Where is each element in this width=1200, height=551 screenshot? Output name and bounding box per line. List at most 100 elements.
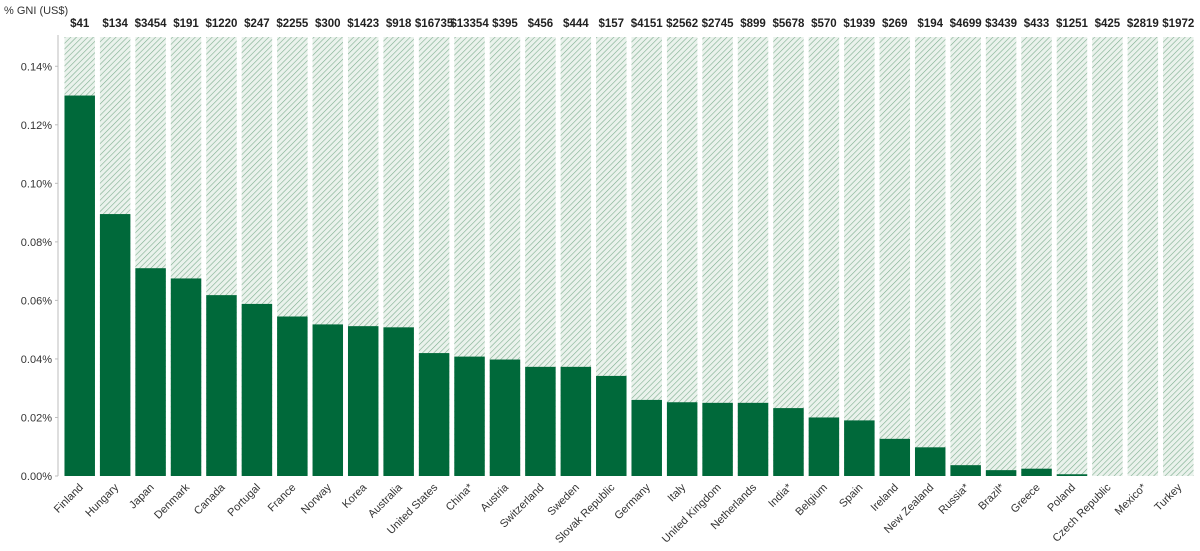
top-label: $570 [811,18,837,30]
y-tick-label: 0.10% [21,178,52,190]
category-label: Spain [837,482,865,510]
category-label: Hungary [83,481,121,519]
background-bar [1021,37,1052,476]
top-label: $41 [70,18,90,30]
bar [64,95,95,477]
background-bar [1163,37,1194,476]
category-label: Germany [612,481,653,522]
top-label: $456 [528,18,554,30]
category-label: Canada [192,481,228,517]
top-label: $1251 [1056,18,1089,30]
top-label: $194 [917,18,943,30]
top-label: $4151 [631,18,664,30]
bar [418,353,450,476]
bar [525,366,556,476]
y-tick-label: 0.14% [21,61,52,73]
top-label: $2819 [1127,18,1159,30]
y-tick-label: 0.04% [21,354,52,366]
top-label: $1423 [347,18,379,30]
bar [808,417,840,476]
bar [241,303,273,476]
top-label: $13354 [450,18,489,30]
bar [773,408,804,476]
top-label: $247 [244,18,270,30]
bar [702,402,733,476]
bar [383,327,414,476]
category-label: China* [444,481,476,513]
category-label: Mexico* [1113,481,1150,518]
bar [347,326,379,476]
bar [206,295,237,476]
top-label: $5678 [772,18,805,30]
category-label: India* [766,481,795,510]
top-label: $157 [598,18,624,30]
top-label: $3439 [985,18,1017,30]
category-label: Japan [127,482,157,512]
top-label: $899 [740,18,766,30]
background-bar [879,37,911,476]
category-label: Norway [299,481,334,516]
category-label: Belgium [793,482,830,519]
bar [596,375,627,476]
background-bar [914,37,946,476]
top-label: $1972 [1162,18,1194,30]
bar [950,465,981,476]
category-label: Korea [340,481,370,511]
bar [1056,474,1088,476]
category-label: Denmark [152,481,192,521]
bar [737,402,769,476]
category-label: Russia* [936,481,972,517]
bar [277,316,308,476]
background-bar [1056,37,1088,476]
background-bar [773,37,804,476]
y-tick-label: 0.08% [21,237,52,249]
background-bar [808,37,840,476]
top-label: $2562 [666,18,698,30]
top-label: $269 [882,18,908,30]
y-axis-title: % GNI (US$) [4,5,68,17]
category-label: Austria [478,481,511,514]
top-label: $433 [1024,18,1050,30]
top-label: $3454 [135,18,168,30]
category-label: Poland [1045,482,1078,515]
top-label: $425 [1095,18,1121,30]
bar [560,366,592,476]
bar [914,447,946,476]
bar [454,356,485,476]
category-label: Finland [52,482,86,516]
background-bar [1127,37,1159,476]
background-bar [950,37,981,476]
category-label: France [266,482,299,515]
y-tick-label: 0.02% [21,412,52,424]
background-bar [985,37,1017,476]
bar [312,324,344,476]
category-label: Portugal [226,482,263,519]
y-tick-label: 0.12% [21,120,52,132]
top-label: $1220 [205,18,237,30]
bar [135,268,166,476]
top-label: $918 [386,18,412,30]
top-label: $300 [315,18,341,30]
bar [666,402,698,476]
y-tick-label: 0.00% [21,471,52,483]
top-label: $191 [173,18,199,30]
category-label: Turkey [1152,481,1184,513]
value-bars [64,95,1088,477]
top-labels: $41 $134 $3454 $191 $1220 $247 $2255 $300 $1423 $… [70,18,1194,30]
background-bar [844,37,875,476]
top-label: $4699 [950,18,982,30]
top-label: $1939 [843,18,875,30]
top-label: $2745 [702,18,735,30]
bar [170,278,202,476]
top-label: $16735 [415,18,454,30]
bar [844,420,875,476]
bar [985,470,1017,476]
y-tick-label: 0.06% [21,295,52,307]
bar [99,214,131,476]
bar [879,438,911,476]
top-label: $395 [492,18,518,30]
category-label: Ireland [869,482,901,514]
category-label: Italy [666,481,689,504]
